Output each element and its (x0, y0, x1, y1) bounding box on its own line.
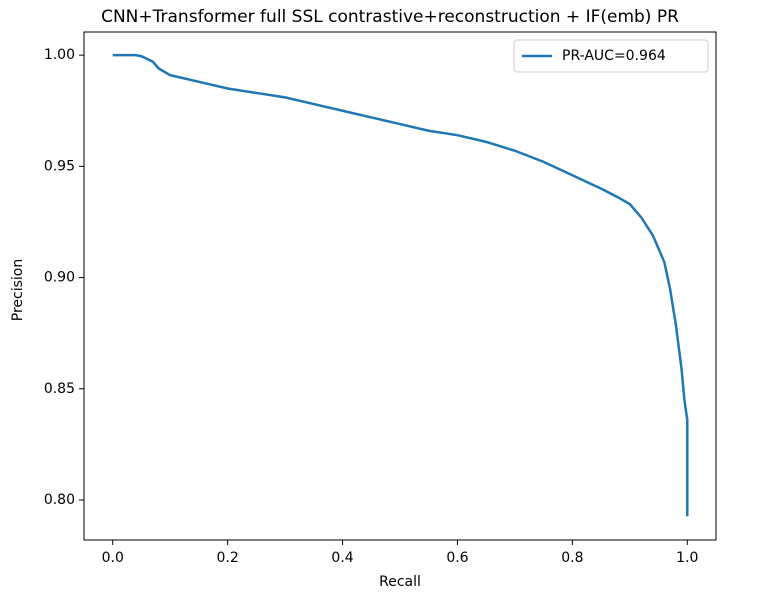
chart-title: CNN+Transformer full SSL contrastive+rec… (101, 7, 679, 27)
plot-frame (83, 31, 717, 541)
y-tick-label: 0.90 (44, 270, 75, 286)
y-tick-label: 0.95 (44, 158, 75, 174)
x-tick-label: 0.6 (446, 550, 468, 566)
pr-curve (112, 53, 689, 517)
y-tick-label: 0.85 (44, 381, 75, 397)
y-tick-label: 0.80 (44, 492, 75, 508)
x-tick-label: 0.8 (561, 550, 583, 566)
x-tick-label: 1.0 (676, 550, 698, 566)
y-axis-label: Precision (10, 259, 26, 321)
y-tick-label: 1.00 (44, 47, 75, 63)
x-tick-label: 0.0 (102, 550, 124, 566)
x-axis-label: Recall (379, 574, 421, 590)
x-tick-label: 0.2 (217, 550, 239, 566)
legend-label: PR-AUC=0.964 (562, 48, 666, 64)
legend-box (513, 39, 709, 73)
x-tick-label: 0.4 (331, 550, 353, 566)
